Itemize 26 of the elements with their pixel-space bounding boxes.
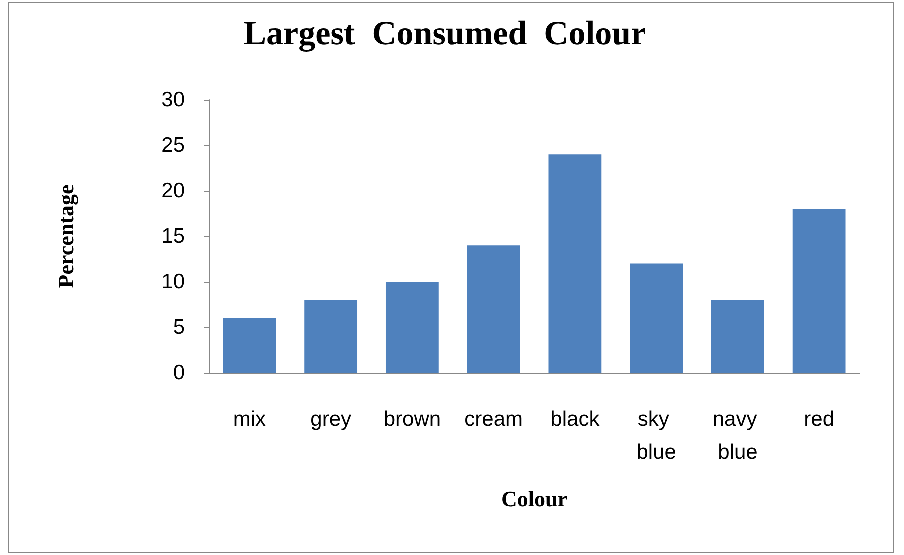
bar	[304, 300, 358, 373]
x-tick-label: red	[804, 408, 834, 431]
y-tick-label: 15	[162, 225, 185, 248]
bar	[711, 300, 764, 373]
y-axis-title: Percentage	[54, 184, 78, 288]
bar	[630, 264, 684, 373]
x-tick-label: navy blue	[712, 408, 764, 464]
y-tick-label: 10	[162, 270, 185, 294]
x-tick-label: brown	[384, 408, 442, 431]
x-tick-label: black	[550, 408, 600, 431]
bar	[792, 209, 846, 373]
bar	[467, 246, 520, 373]
x-tick-label: grey	[310, 408, 352, 431]
y-tick-label: 30	[162, 88, 185, 112]
x-tick-label: cream	[464, 408, 523, 431]
chart-title: Largest Consumed Colour	[244, 16, 646, 52]
bar	[386, 282, 439, 373]
y-tick-label: 20	[162, 180, 185, 202]
y-tick-label: 25	[162, 134, 185, 157]
y-tick-label: 5	[173, 316, 185, 339]
x-tick-label: mix	[233, 408, 267, 431]
x-axis-title: Colour	[502, 486, 568, 512]
x-tick-label: sky blue	[636, 408, 676, 464]
bar	[223, 318, 276, 373]
y-tick-label: 0	[173, 362, 185, 384]
bar	[548, 154, 602, 373]
